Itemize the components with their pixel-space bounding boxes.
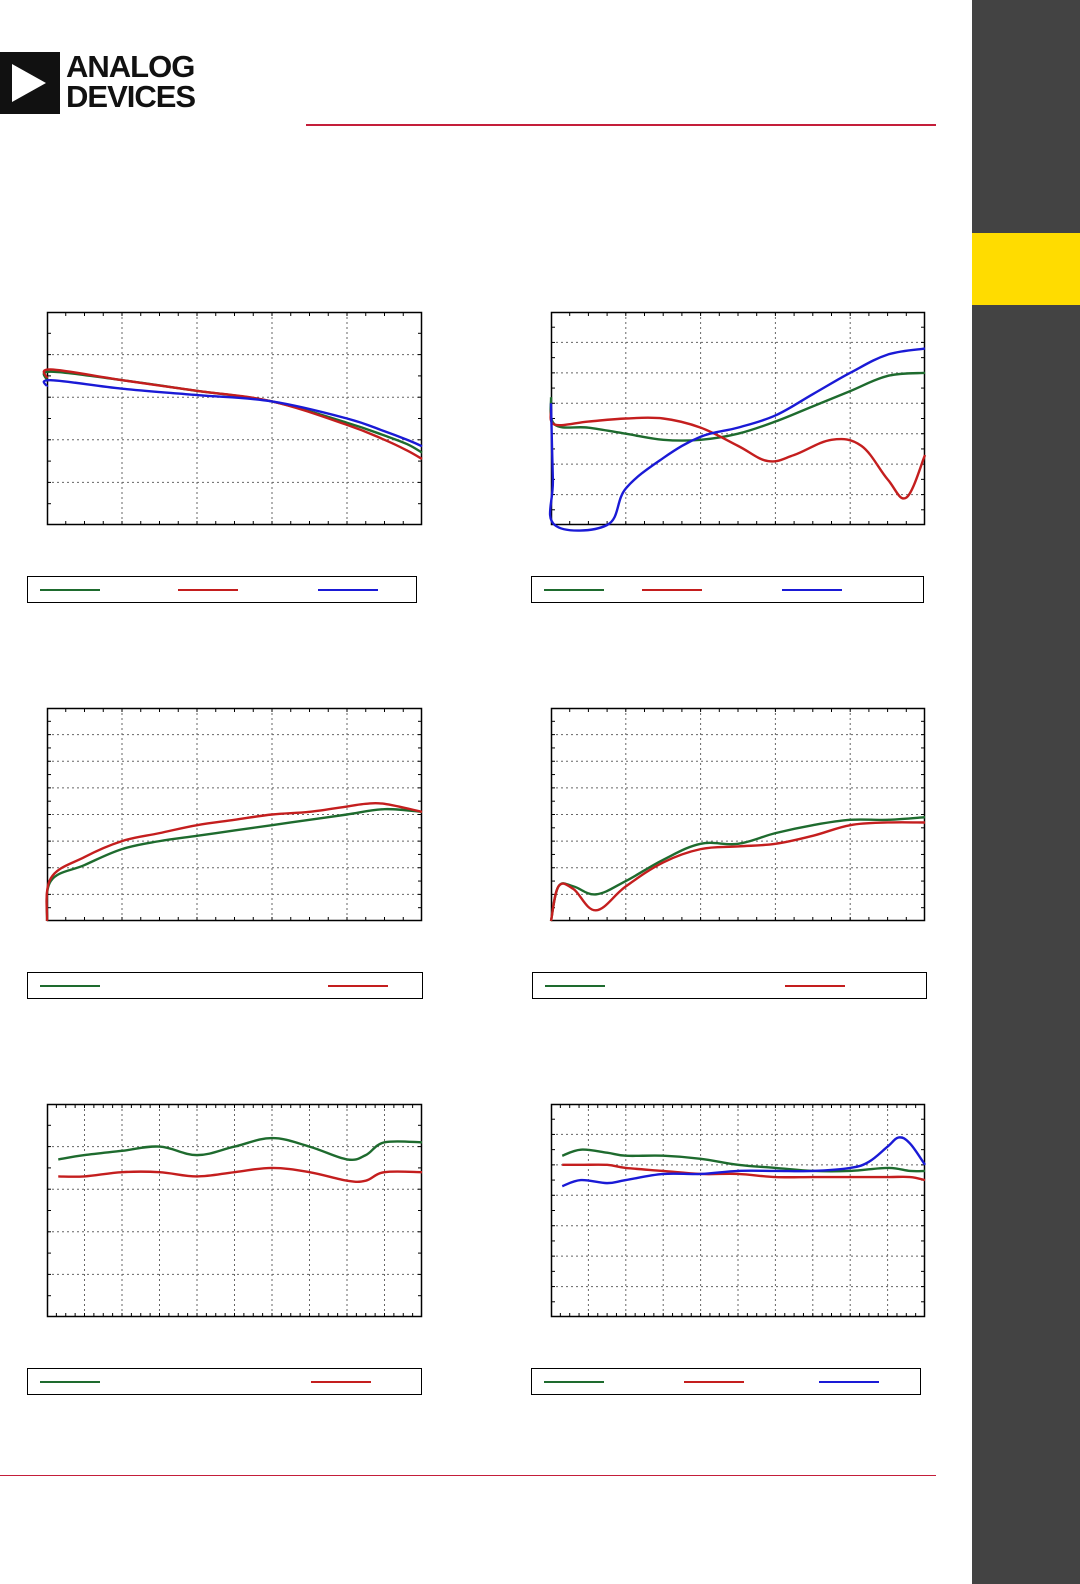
legend-swatch-green: [544, 589, 604, 591]
chart-2-plot: [548, 311, 927, 532]
side-tab: [972, 233, 1080, 305]
legend-swatch-green: [40, 589, 100, 591]
legend-swatch-red: [178, 589, 238, 591]
legend-swatch-red: [642, 589, 702, 591]
series-line-green: [45, 807, 423, 922]
legend-swatch-red: [684, 1381, 744, 1383]
chart-2-legend: [531, 576, 924, 603]
plot-frame: [46, 707, 423, 922]
header-rule: [306, 124, 936, 126]
series-line-green: [42, 370, 423, 454]
chart-6-legend: [531, 1368, 921, 1395]
legend-swatch-green: [545, 985, 605, 987]
logo-line-1: ANALOG: [66, 49, 195, 84]
legend-swatch-blue: [318, 589, 378, 591]
legend-swatch-blue: [819, 1381, 879, 1383]
footer-rule: [0, 1475, 936, 1476]
brand-logo: ANALOG DEVICES: [0, 49, 220, 118]
plot-frame: [550, 707, 926, 922]
series-line-red: [562, 1163, 926, 1182]
series-line-green: [549, 815, 926, 922]
chart-1-legend: [27, 576, 417, 603]
logo-mark-icon: [0, 52, 60, 114]
chart-3-plot: [45, 707, 423, 922]
series-line-blue: [42, 378, 423, 448]
legend-swatch-blue: [782, 589, 842, 591]
legend-swatch-green: [40, 985, 100, 987]
legend-swatch-red: [328, 985, 388, 987]
chart-1-plot: [42, 311, 423, 526]
logo-line-2: DEVICES: [66, 79, 196, 114]
series-line-red: [58, 1166, 423, 1184]
chart-6-plot: [550, 1103, 926, 1318]
chart-5-plot: [46, 1103, 423, 1318]
legend-swatch-red: [311, 1381, 371, 1383]
legend-swatch-red: [785, 985, 845, 987]
legend-swatch-green: [40, 1381, 100, 1383]
series-line-green: [549, 371, 926, 442]
plot-frame: [550, 311, 926, 526]
series-line-red: [45, 801, 423, 922]
chart-5-legend: [27, 1368, 422, 1395]
plot-frame: [550, 1103, 926, 1318]
chart-4-plot: [549, 707, 926, 922]
series-line-red: [549, 409, 927, 500]
chart-4-legend: [532, 972, 927, 999]
series-line-green: [58, 1136, 423, 1161]
chart-3-legend: [27, 972, 423, 999]
series-line-red: [549, 821, 926, 922]
series-line-blue: [561, 1136, 926, 1188]
series-line-blue: [548, 347, 926, 532]
series-line-green: [561, 1148, 926, 1173]
legend-swatch-green: [544, 1381, 604, 1383]
series-line-red: [42, 368, 423, 461]
plot-frame: [46, 311, 423, 526]
plot-frame: [46, 1103, 423, 1318]
logo-wordmark: ANALOG DEVICES: [66, 49, 196, 114]
